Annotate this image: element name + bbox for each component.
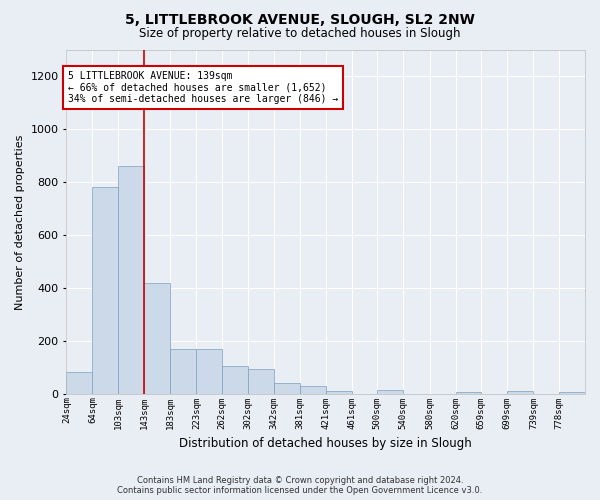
Bar bbox=[559, 392, 585, 394]
Bar bbox=[326, 391, 352, 394]
Bar bbox=[92, 188, 118, 394]
Bar bbox=[144, 282, 170, 394]
Text: 5 LITTLEBROOK AVENUE: 139sqm
← 66% of detached houses are smaller (1,652)
34% of: 5 LITTLEBROOK AVENUE: 139sqm ← 66% of de… bbox=[68, 71, 338, 104]
Bar bbox=[248, 368, 274, 394]
Text: 5, LITTLEBROOK AVENUE, SLOUGH, SL2 2NW: 5, LITTLEBROOK AVENUE, SLOUGH, SL2 2NW bbox=[125, 12, 475, 26]
Text: Contains HM Land Registry data © Crown copyright and database right 2024.
Contai: Contains HM Land Registry data © Crown c… bbox=[118, 476, 482, 495]
Bar bbox=[274, 383, 299, 394]
Y-axis label: Number of detached properties: Number of detached properties bbox=[15, 134, 25, 310]
Bar bbox=[507, 391, 533, 394]
Bar bbox=[170, 348, 196, 394]
Bar bbox=[118, 166, 144, 394]
Bar bbox=[67, 372, 92, 394]
Bar bbox=[377, 390, 403, 394]
Bar bbox=[222, 366, 248, 394]
Bar bbox=[196, 348, 222, 394]
Bar bbox=[455, 392, 481, 394]
X-axis label: Distribution of detached houses by size in Slough: Distribution of detached houses by size … bbox=[179, 437, 472, 450]
Bar bbox=[299, 386, 326, 394]
Text: Size of property relative to detached houses in Slough: Size of property relative to detached ho… bbox=[139, 28, 461, 40]
